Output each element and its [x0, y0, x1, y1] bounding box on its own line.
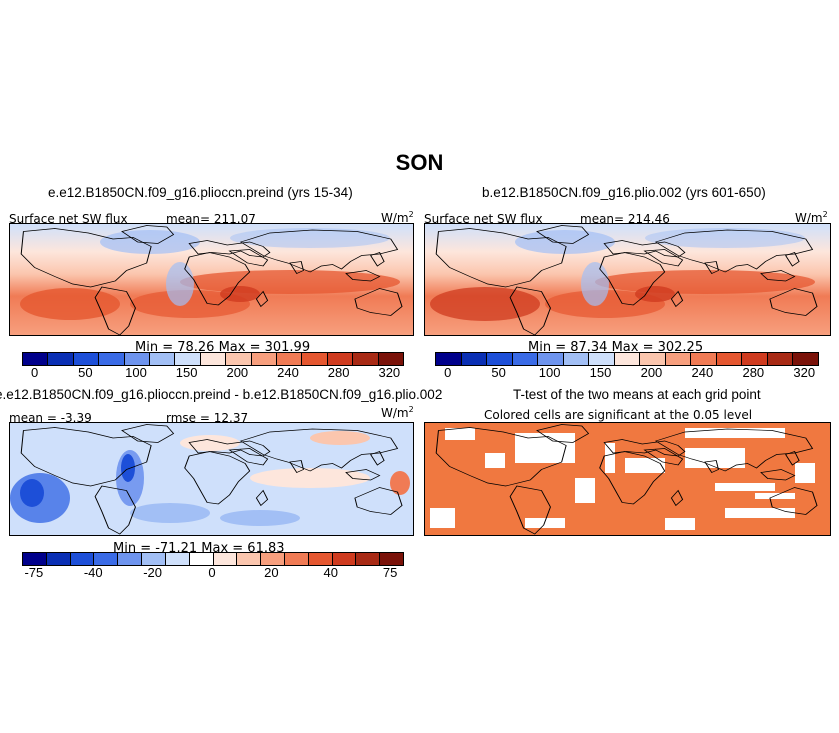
panel-3-title: e.e12.B1850CN.f09_g16.plioccn.preind - b…: [0, 387, 443, 402]
colorbar-2-swatch-9: [665, 353, 692, 365]
colorbar-1-tick-label: 240: [277, 365, 299, 380]
colorbar-3-swatch-3: [94, 553, 119, 565]
panel-1-map: [9, 223, 414, 336]
panel-3-map: [9, 422, 414, 536]
significance-fill: [425, 423, 830, 535]
colorbar-2-tick-label: 100: [538, 365, 561, 380]
colorbar-2-swatch-3: [512, 353, 539, 365]
colorbar-1-swatch-2: [73, 353, 100, 365]
panel-3-colorbar: [22, 552, 404, 566]
panel-3-units: W/m2: [381, 405, 414, 420]
colorbar-3-tick-label: -20: [143, 565, 163, 580]
colorbar-1-swatch-6: [175, 353, 201, 365]
colorbar-3-swatch-14: [356, 553, 381, 565]
colorbar-3-tick-label: -40: [83, 565, 103, 580]
colorbar-1-tick-label: 280: [327, 365, 350, 380]
colorbar-1-swatch-12: [327, 353, 354, 365]
colorbar-3-swatch-12: [308, 553, 333, 565]
colorbar-3-swatch-5: [142, 553, 166, 565]
colorbar-1-tick-label: 50: [78, 365, 93, 380]
colorbar-2-swatch-5: [563, 353, 590, 365]
colorbar-2-swatch-7: [614, 353, 641, 365]
colorbar-1-swatch-3: [99, 353, 125, 365]
colorbar-3-tick-label: 40: [323, 565, 338, 580]
colorbar-3-swatch-1: [46, 553, 71, 565]
panel-2-colorbar-ticks: 0 50 100 150 200 240 280 320: [435, 365, 817, 380]
colorbar-3-swatch-13: [332, 553, 357, 565]
colorbar-2-tick-label: 0: [444, 365, 452, 380]
colorbar-1-swatch-13: [353, 353, 379, 365]
panel-1-colorbar: [22, 352, 404, 366]
panel-2-mean-label: mean= 214.46: [580, 212, 670, 226]
panel-1-variable-label: Surface net SW flux: [9, 212, 128, 226]
panel-4-subtitle: Colored cells are significant at the 0.0…: [484, 408, 753, 422]
colorbar-2-tick-label: 240: [691, 365, 714, 380]
colorbar-1-swatch-9: [251, 353, 278, 365]
colorbar-1-swatch-7: [200, 353, 227, 365]
colorbar-3-swatch-0: [23, 553, 47, 565]
colorbar-1-tick-label: 150: [175, 365, 198, 380]
colorbar-3-swatch-7: [189, 553, 214, 565]
colorbar-2-swatch-2: [487, 353, 513, 365]
colorbar-3-swatch-2: [70, 553, 95, 565]
colorbar-1-tick-label: 200: [226, 365, 249, 380]
colorbar-3-swatch-6: [165, 553, 190, 565]
colorbar-3-tick-label: 75: [382, 565, 398, 580]
colorbar-3-swatch-10: [261, 553, 285, 565]
colorbar-1-tick-label: 0: [31, 365, 39, 380]
colorbar-3-tick-label: -75: [24, 565, 44, 580]
colorbar-3-swatch-11: [284, 553, 309, 565]
figure-title: SON: [395, 150, 444, 175]
colorbar-2-swatch-10: [691, 353, 717, 365]
panel-2-minmax: Min = 87.34 Max = 302.25: [528, 340, 704, 355]
panel-3-rmse-label: rmse = 12.37: [166, 411, 249, 425]
colorbar-1-swatch-1: [48, 353, 74, 365]
colorbar-2-tick-label: 320: [793, 365, 816, 380]
colorbar-3-swatch-8: [213, 553, 238, 565]
panel-1-minmax: Min = 78.26 Max = 301.99: [135, 340, 311, 355]
colorbar-2-swatch-8: [640, 353, 666, 365]
colorbar-1-swatch-8: [226, 353, 252, 365]
colorbar-1-swatch-0: [23, 353, 49, 365]
panel-1-mean-label: mean= 211.07: [166, 212, 256, 226]
colorbar-2-tick-label: 150: [589, 365, 612, 380]
colorbar-1-swatch-5: [150, 353, 176, 365]
colorbar-1-swatch-4: [124, 353, 151, 365]
colorbar-3-swatch-4: [118, 553, 143, 565]
colorbar-2-swatch-13: [767, 353, 794, 365]
panel-2-map: [424, 223, 831, 336]
panel-2-units: W/m2: [795, 210, 828, 225]
colorbar-1-tick-label: 320: [378, 365, 401, 380]
colorbar-2-tick-label: 50: [491, 365, 506, 380]
colorbar-2-tick-label: 200: [640, 365, 663, 380]
colorbar-3-tick-label: 0: [208, 565, 216, 580]
panel-4-map: [424, 422, 831, 536]
colorbar-2-swatch-12: [742, 353, 768, 365]
colorbar-3-swatch-9: [237, 553, 262, 565]
colorbar-1-swatch-14: [378, 353, 404, 365]
colorbar-2-swatch-0: [436, 353, 462, 365]
colorbar-1-tick-label: 100: [125, 365, 147, 380]
colorbar-3-swatch-15: [380, 553, 403, 565]
panel-2-colorbar: [435, 352, 819, 366]
panel-3-colorbar-ticks: -75 -40 -20 0 20 40 75: [22, 565, 402, 580]
colorbar-3-tick-label: 20: [264, 565, 279, 580]
panel-3-mean-label: mean = -3.39: [9, 411, 92, 425]
colorbar-1-swatch-10: [277, 353, 303, 365]
panel-1-units: W/m2: [381, 210, 414, 225]
colorbar-2-swatch-1: [461, 353, 488, 365]
colorbar-2-swatch-14: [793, 353, 818, 365]
colorbar-2-swatch-11: [716, 353, 743, 365]
panel-1-title: e.e12.B1850CN.f09_g16.plioccn.preind (yr…: [48, 185, 353, 200]
colorbar-2-tick-label: 280: [742, 365, 765, 380]
colorbar-2-swatch-4: [538, 353, 564, 365]
colorbar-1-swatch-11: [302, 353, 328, 365]
colorbar-2-swatch-6: [589, 353, 615, 365]
panel-2-variable-label: Surface net SW flux: [424, 212, 543, 226]
panel-1-colorbar-ticks: 0 50 100 150 200 240 280 320: [22, 365, 402, 380]
panel-2-title: b.e12.B1850CN.f09_g16.plio.002 (yrs 601-…: [482, 185, 766, 200]
panel-4-title: T-test of the two means at each grid poi…: [513, 387, 761, 402]
